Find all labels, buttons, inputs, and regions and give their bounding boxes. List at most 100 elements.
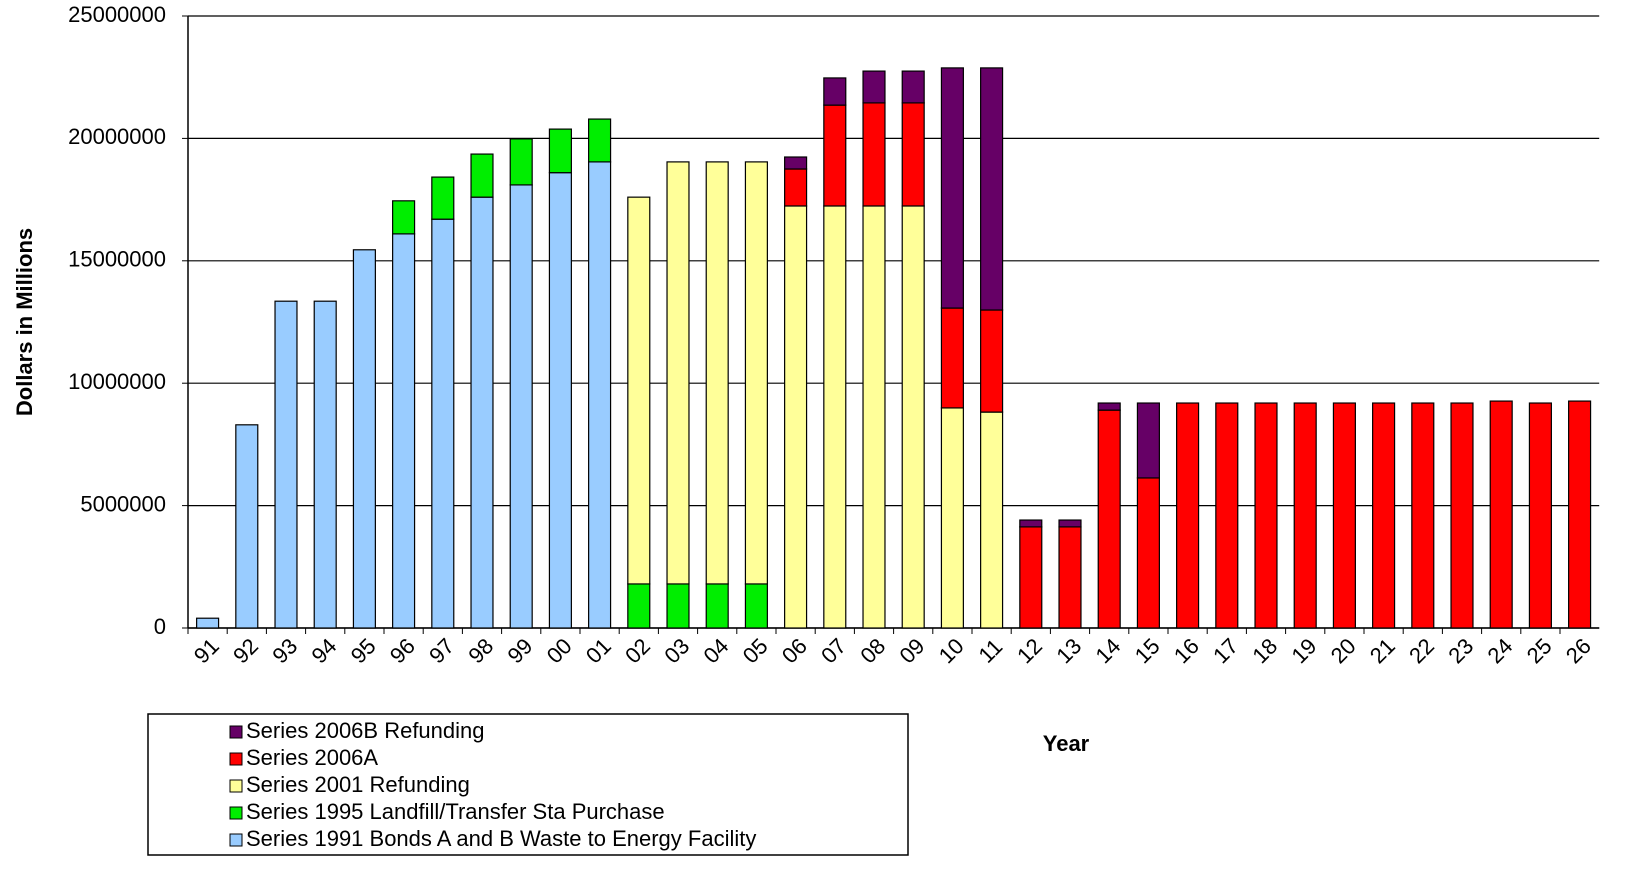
x-tick-label: 13 [1051,633,1086,668]
bar-segment [1215,402,1239,629]
bar-segment [1372,402,1396,629]
bar-segment [1411,402,1435,629]
bar-segment [1176,402,1200,629]
bar-segment [1568,400,1592,629]
bar-segment [940,407,964,629]
legend-swatch [229,833,243,847]
x-tick-label: 91 [189,633,224,668]
x-tick-label: 94 [307,633,342,668]
bar-segment [862,102,886,207]
x-tick-label: 93 [267,633,302,668]
legend-label: Series 2001 Refunding [246,772,470,797]
bar-segment [470,153,494,198]
x-tick-label: 26 [1561,633,1596,668]
bar-segment [744,161,768,585]
x-tick-label: 22 [1404,633,1439,668]
bar-segment [431,176,455,220]
bar-segment [666,161,690,585]
bar-segment [274,300,298,629]
bar-segment [980,67,1004,311]
bar-segment [901,70,925,104]
bar-segment [313,300,337,629]
x-tick-label: 98 [463,633,498,668]
legend-label: Series 1991 Bonds A and B Waste to Energ… [246,826,756,851]
legend-swatch [229,725,243,739]
bar-segment [352,249,376,629]
legend-swatch [229,752,243,766]
x-tick-label: 18 [1247,633,1282,668]
bar-segment [784,168,808,207]
bar-segment [1058,519,1082,528]
bar-segment [862,205,886,629]
bar-segment [1097,409,1121,629]
bar-segment [392,200,416,235]
x-tick-label: 96 [385,633,420,668]
bar-segment [470,196,494,629]
bar-segment [509,184,533,629]
y-tick-label: 15000000 [68,247,166,272]
bar-segment [1019,526,1043,629]
bar-segment [1332,402,1356,629]
x-tick-label: 15 [1130,633,1165,668]
bar-segment [196,617,220,629]
bar-segment [940,307,964,409]
x-tick-label: 06 [777,633,812,668]
bar-segment [548,128,572,174]
bar-segment [1528,402,1552,629]
bar-segment [548,172,572,629]
y-tick-label: 25000000 [68,2,166,27]
bar-segment [980,411,1004,629]
x-tick-label: 17 [1208,633,1243,668]
bar-segment [823,205,847,629]
x-tick-label: 19 [1287,633,1322,668]
x-tick-label: 92 [228,633,263,668]
x-tick-label: 24 [1483,633,1518,668]
bar-segment [1136,402,1160,479]
y-tick-label: 5000000 [80,491,166,516]
bar-segment [392,233,416,629]
x-tick-label: 99 [503,633,538,668]
bar-segment [744,583,768,629]
x-tick-label: 07 [816,633,851,668]
y-tick-label: 10000000 [68,369,166,394]
x-axis-title: Year [1043,731,1090,756]
legend-swatch [229,806,243,820]
bar-segment [1450,402,1474,629]
y-tick-label: 0 [154,614,166,639]
bar-segment [901,205,925,629]
x-tick-label: 08 [855,633,890,668]
y-axis-title: Dollars in Millions [12,228,37,416]
bar-segment [823,77,847,106]
x-tick-label: 01 [581,633,616,668]
legend-swatch [229,779,243,793]
bar-segment [940,67,964,309]
bar-segment [1489,400,1513,629]
x-tick-label: 09 [895,633,930,668]
bar-segment [823,104,847,207]
x-tick-label: 23 [1443,633,1478,668]
x-tick-label: 03 [659,633,694,668]
bar-segment [862,70,886,104]
bar-segment [784,156,808,170]
x-tick-label: 05 [738,633,773,668]
x-tick-label: 95 [346,633,381,668]
legend-label: Series 2006B Refunding [246,718,485,743]
x-tick-label: 02 [620,633,655,668]
x-tick-label: 11 [973,634,1007,668]
y-tick-label: 20000000 [68,124,166,149]
bar-segment [980,309,1004,413]
bar-segment [1019,519,1043,528]
bar-segment [588,161,612,629]
x-tick-label: 12 [1012,633,1047,668]
bar-segment [705,161,729,585]
bar-segment [901,102,925,207]
x-tick-label: 16 [1169,633,1204,668]
bar-segment [705,583,729,629]
bar-segment [627,196,651,585]
bar-segment [1097,402,1121,411]
legend-label: Series 2006A [246,745,378,770]
bar-segment [509,138,533,186]
x-tick-label: 21 [1365,633,1400,668]
bar-segment [1254,402,1278,629]
